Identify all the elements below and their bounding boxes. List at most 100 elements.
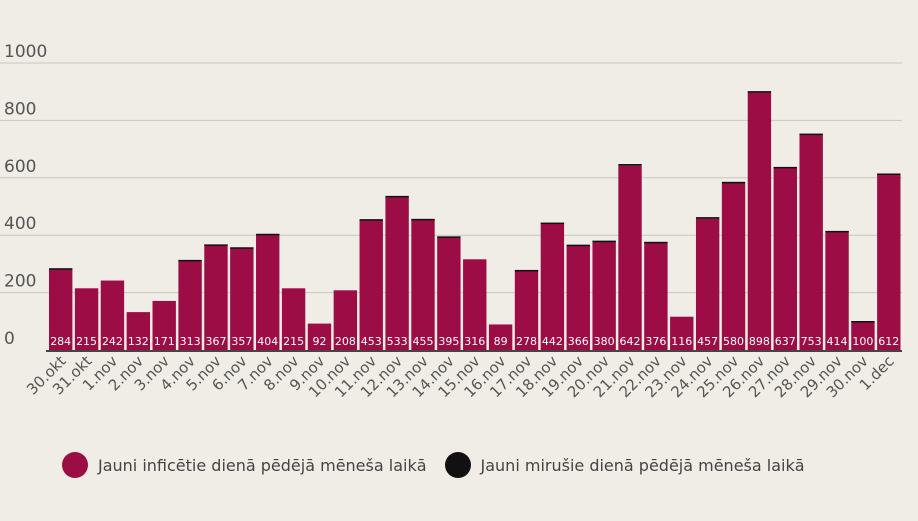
bar-value-label: 442 <box>542 335 563 348</box>
bar-value-label: 404 <box>257 335 278 348</box>
y-tick-label: 600 <box>4 157 36 177</box>
bar-infected[interactable] <box>592 240 616 350</box>
bar-value-label: 457 <box>697 335 718 348</box>
bar-infected[interactable] <box>437 236 461 350</box>
bar-value-label: 453 <box>361 335 382 348</box>
bar-deaths[interactable] <box>49 268 73 270</box>
bar-infected[interactable] <box>281 288 306 350</box>
bar-deaths[interactable] <box>618 164 642 166</box>
bar-deaths[interactable] <box>566 244 590 247</box>
bar-infected[interactable] <box>799 133 823 350</box>
bar-infected[interactable] <box>747 92 772 351</box>
bar-infected[interactable] <box>488 324 513 350</box>
bar-infected[interactable] <box>618 165 642 350</box>
bar-value-label: 171 <box>154 335 175 348</box>
bar-deaths[interactable] <box>178 259 202 262</box>
bar-value-label: 753 <box>801 335 822 348</box>
y-tick-label: 400 <box>4 214 36 234</box>
bars: 284 215 242 132 171 313 367 357 404 215 92 208 453 53… <box>49 91 901 351</box>
bar-value-label: 642 <box>620 335 641 348</box>
bar-deaths[interactable] <box>721 181 746 184</box>
bar-value-label: 395 <box>438 335 459 348</box>
legend: Jauni inficētie dienā pēdējā mēneša laik… <box>62 452 823 478</box>
bar-value-label: 357 <box>231 335 252 348</box>
bar-infected[interactable] <box>411 219 435 350</box>
bar-infected[interactable] <box>100 280 125 350</box>
bar-deaths[interactable] <box>695 217 720 219</box>
bar-deaths[interactable] <box>230 247 254 249</box>
bar-value-label: 367 <box>205 335 226 348</box>
bar-value-label: 414 <box>827 335 848 348</box>
bar-value-label: 533 <box>387 335 408 348</box>
legend-swatch-infected <box>62 452 88 478</box>
bar-infected[interactable] <box>540 223 565 350</box>
bar-deaths[interactable] <box>204 244 228 246</box>
legend-item-deaths[interactable]: Jauni mirušie dienā pēdējā mēneša laikā <box>444 452 805 478</box>
bar-value-label: 208 <box>335 335 356 348</box>
y-tick-label: 200 <box>4 272 36 292</box>
bar-deaths[interactable] <box>540 222 565 225</box>
bar-infected[interactable] <box>74 288 99 350</box>
bar-value-label: 100 <box>852 335 873 348</box>
legend-label-deaths: Jauni mirušie dienā pēdējā mēneša laikā <box>480 455 805 475</box>
bar-value-label: 455 <box>412 335 433 348</box>
bar-infected[interactable] <box>721 183 746 350</box>
bar-value-label: 215 <box>76 335 97 348</box>
bar-infected[interactable] <box>333 290 358 350</box>
bar-infected[interactable] <box>825 231 849 350</box>
bar-deaths[interactable] <box>851 321 875 323</box>
x-axis-labels: 30.okt31.okt1.nov2.nov3.nov4.nov5.nov6.n… <box>23 352 898 401</box>
bar-infected[interactable] <box>877 174 901 350</box>
bar-deaths[interactable] <box>592 240 616 243</box>
bar-value-label: 89 <box>494 335 508 348</box>
bar-infected[interactable] <box>463 259 487 350</box>
bar-infected[interactable] <box>307 323 332 350</box>
bar-infected[interactable] <box>204 244 228 350</box>
bar-value-label: 242 <box>102 335 123 348</box>
bar-value-label: 637 <box>775 335 796 348</box>
y-tick-label: 0 <box>4 329 15 349</box>
bar-infected[interactable] <box>851 321 875 350</box>
bar-infected[interactable] <box>670 316 694 350</box>
legend-item-infected[interactable]: Jauni inficētie dienā pēdējā mēneša laik… <box>62 452 427 478</box>
bar-deaths[interactable] <box>825 230 849 233</box>
bar-infected[interactable] <box>230 247 254 350</box>
bar-value-label: 116 <box>671 335 692 348</box>
bar-deaths[interactable] <box>747 91 772 93</box>
bar-value-label: 316 <box>464 335 485 348</box>
bar-infected[interactable] <box>359 219 383 350</box>
bar-infected[interactable] <box>385 197 409 350</box>
y-tick-label: 800 <box>4 99 36 119</box>
bar-value-label: 132 <box>128 335 149 348</box>
bar-value-label: 284 <box>50 335 71 348</box>
bar-deaths[interactable] <box>773 166 797 169</box>
bar-infected[interactable] <box>514 270 539 350</box>
bar-deaths[interactable] <box>877 173 901 175</box>
bar-infected[interactable] <box>695 218 720 350</box>
bar-deaths[interactable] <box>644 241 668 244</box>
bar-infected[interactable] <box>644 242 668 350</box>
bar-infected[interactable] <box>566 244 590 350</box>
legend-swatch-deaths <box>444 452 471 478</box>
bar-value-label: 278 <box>516 335 537 348</box>
bar-deaths[interactable] <box>799 133 823 136</box>
bar-value-label: 366 <box>568 335 589 348</box>
bar-value-label: 612 <box>878 335 899 348</box>
bar-value-label: 380 <box>594 335 615 348</box>
bar-deaths[interactable] <box>256 233 280 236</box>
bar-infected[interactable] <box>49 268 73 350</box>
legend-label-infected: Jauni inficētie dienā pēdējā mēneša laik… <box>98 455 427 475</box>
bar-deaths[interactable] <box>437 236 461 238</box>
bar-deaths[interactable] <box>411 218 435 221</box>
bar-infected[interactable] <box>126 312 151 350</box>
bar-infected[interactable] <box>773 167 797 350</box>
bar-deaths[interactable] <box>385 195 409 198</box>
bar-deaths[interactable] <box>359 219 383 221</box>
bar-infected[interactable] <box>178 260 202 350</box>
bar-deaths[interactable] <box>514 269 539 272</box>
y-tick-label: 1000 <box>4 42 47 62</box>
bar-infected[interactable] <box>256 234 280 350</box>
bar-value-label: 92 <box>312 335 326 348</box>
bar-infected[interactable] <box>152 300 176 350</box>
